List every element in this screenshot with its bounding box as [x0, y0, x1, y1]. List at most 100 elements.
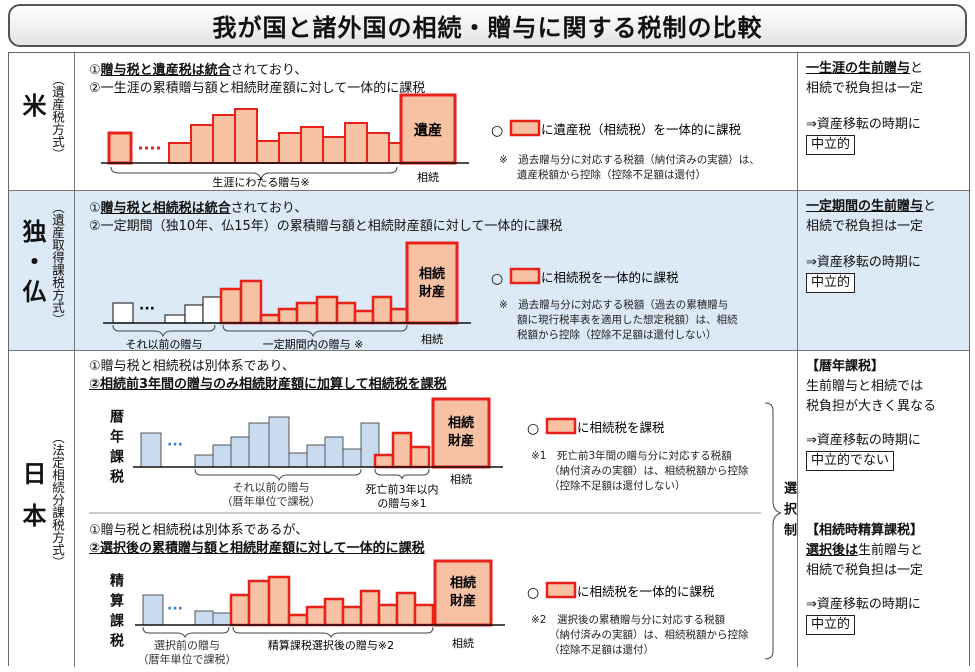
us-note-2: 遺産税額から控除（控除不足額は還付） [517, 169, 706, 181]
us-summary: 一生涯の生前贈与と 相続で税負担は一定 ⇒資産移転の時期に 中立的 [797, 53, 969, 190]
jp-line3: ①贈与税と相続税は別体系であるが、 [89, 523, 309, 538]
de-chart: ··· 相続 財産 それ以前の贈与 一定期間内 [103, 241, 679, 351]
jp-legend2-text: に相続税を一体的に課税 [577, 584, 715, 599]
jp-note-4: ※2 選択後の累積贈与分に対応する税額 [531, 614, 725, 626]
jp-r1-title: 【暦年課税】 [806, 359, 885, 374]
jp-chart-calendar: ··· 相続 財産 それ以前の贈与 （暦年単位で課税） 死亡前3年以内 の贈与※… [89, 397, 782, 666]
us-gift-bar [344, 122, 368, 164]
jp-note-3: （控除不足額は還付しない） [549, 480, 686, 492]
jp-line2: ②相続前3年間の贈与のみ相続財産額に加算して相続税を課税 [89, 377, 447, 392]
de-prior-bar [112, 302, 134, 324]
country-name-us: 米 [18, 93, 46, 127]
de-prior-label: それ以前の贈与 [126, 337, 203, 351]
us-gift-label: 生涯にわたる贈与※ [212, 175, 309, 189]
us-summary-box: 中立的 [806, 135, 856, 155]
jp-prior-bar [306, 444, 326, 468]
jp-brace-pre [142, 626, 230, 639]
jp-pre-bar [142, 594, 164, 626]
jp-note-6: （控除不足額は還付） [549, 644, 654, 656]
jp-brace-after [232, 626, 434, 639]
jp-inherit-label: 相続 [450, 472, 472, 486]
jp-brace-prior [194, 468, 362, 482]
jp-prior-bar [230, 436, 250, 468]
jp-pre-label-1: 選択前の贈与 [154, 638, 220, 652]
us-gift-bar [366, 132, 390, 164]
tax-type-jp: （法定相続分課税方式） [50, 431, 65, 569]
jp-estate-box [431, 397, 491, 469]
jp-inherit2-label: 相続 [452, 636, 474, 650]
jp-select-bracket [764, 402, 782, 660]
de-legend-text: に相続税を一体的に課税 [541, 270, 679, 285]
de-prior-bar [202, 296, 222, 324]
jp-note-5: （納付済みの実額）は、相続税額から控除 [549, 629, 749, 641]
de-summary: 一定期間の生前贈与と 相続で税負担は一定 ⇒資産移転の時期に 中立的 [797, 191, 969, 350]
us-chart: 遺産 生涯にわたる贈与※ 相続 ○ に遺産税（相続税）を一体的に課税 [101, 93, 742, 189]
jp-prior-bar [324, 436, 344, 468]
jp-line4: ②選択後の累積贈与額と相続財産額に対して一体的に課税 [89, 541, 425, 556]
comparison-table: 米 （遺産税方式） ①贈与税と遺産税は統合されており、 ②一生涯の累積贈与額と相… [8, 52, 970, 667]
us-line2: ②一生涯の累積贈与額と相続財産額に対して一体的に課税 [89, 81, 426, 96]
us-brace [110, 166, 398, 181]
jp-r1-3: ⇒資産移転の時期に [806, 433, 921, 448]
jp-estate-label-2: 財産 [447, 433, 474, 449]
jp-recent-gift-bar [391, 431, 413, 469]
jp-prior-bar [342, 448, 362, 468]
tax-type-us: （遺産税方式） [50, 73, 65, 161]
jp-prior-bar [288, 452, 308, 468]
jp-legend2-circle: ○ [527, 585, 539, 601]
us-note-1: ※ 過去贈与分に対応する税額（納付済みの実額）は、 [499, 154, 760, 166]
us-gift-bar [300, 126, 324, 164]
us-legend-text: に遺産税（相続税）を一体的に課税 [541, 122, 742, 137]
jp-pre-bar [194, 610, 214, 626]
jp-r1-box: 中立的でない [806, 451, 895, 471]
jp-calendar-label: 暦年課税 [108, 409, 124, 489]
jp-pre-label-2: （暦年単位で課税） [138, 652, 237, 666]
us-line1: ①贈与税と遺産税は統合されており、 [89, 63, 308, 78]
country-cell-de-fr: 独・仏 （遺産取得課税方式） [9, 191, 75, 350]
jp-prior-label-1: それ以前の贈与 [233, 480, 310, 494]
de-brace-period [222, 324, 408, 338]
de-period-label: 一定期間内の贈与 ※ [263, 337, 364, 351]
jp-after-bars [229, 575, 435, 627]
de-estate-box [405, 241, 459, 325]
country-cell-jp: 日本 （法定相続分課税方式） [9, 351, 75, 667]
de-summary-3: ⇒資産移転の時期に [806, 255, 921, 270]
de-ellipsis: ··· [139, 301, 155, 317]
jp-death-label-1: 死亡前3年以内 [366, 482, 439, 496]
de-note-3: 税額から控除（控除不足額は還付しない） [517, 329, 717, 341]
us-gift-bars [107, 108, 408, 165]
country-name-de-fr: 独・仏 [18, 219, 46, 309]
row-jp: 日本 （法定相続分課税方式） ①贈与税と相続税は別体系であり、 ②相続前3年間の… [9, 351, 969, 667]
jp-prior-bar [268, 416, 290, 468]
country-name-jp: 日本 [18, 461, 46, 545]
jp-settle-label: 精算課税 [108, 573, 124, 653]
jp-prior-bar [248, 422, 270, 468]
jp-pre-bar [212, 612, 232, 626]
jp-r2-highlight: 選択後は [806, 543, 859, 558]
us-gift-bar [190, 124, 214, 164]
jp-ellipsis: ··· [167, 437, 183, 453]
us-legend-swatch [509, 119, 541, 137]
jp-prior-bar [194, 454, 214, 468]
jp-ellipsis-2: ··· [167, 601, 183, 617]
de-estate-label-1: 相続 [419, 266, 445, 282]
jp-prior-bar [140, 432, 162, 468]
jp-legend-text: に相続税を課税 [577, 420, 665, 435]
de-note-1: ※ 過去贈与分に対応する税額（過去の累積贈与 [499, 299, 729, 311]
jp-recent-gift-bar [409, 445, 431, 469]
jp-r2-box: 中立的 [806, 615, 856, 635]
jp-r1-1: 生前贈与と相続では [806, 379, 924, 394]
jp-estate2-label-2: 財産 [449, 593, 476, 609]
de-brace-prior [112, 324, 216, 338]
de-legend-swatch [509, 267, 541, 285]
de-estate-label-2: 財産 [418, 284, 445, 300]
jp-after-label: 精算課税選択後の贈与※2 [268, 638, 394, 652]
de-legend-circle: ○ [491, 271, 503, 287]
jp-r2-2: 相続で税負担は一定 [806, 563, 924, 578]
us-gift-bar [107, 131, 133, 165]
us-gift-bar [212, 114, 236, 164]
jp-note-2: （納付済みの実額）は、相続税額から控除 [549, 465, 749, 477]
jp-line1: ①贈与税と相続税は別体系であり、 [89, 359, 296, 374]
us-inherit-label: 相続 [417, 170, 439, 184]
us-summary-3: ⇒資産移転の時期に [806, 117, 921, 132]
